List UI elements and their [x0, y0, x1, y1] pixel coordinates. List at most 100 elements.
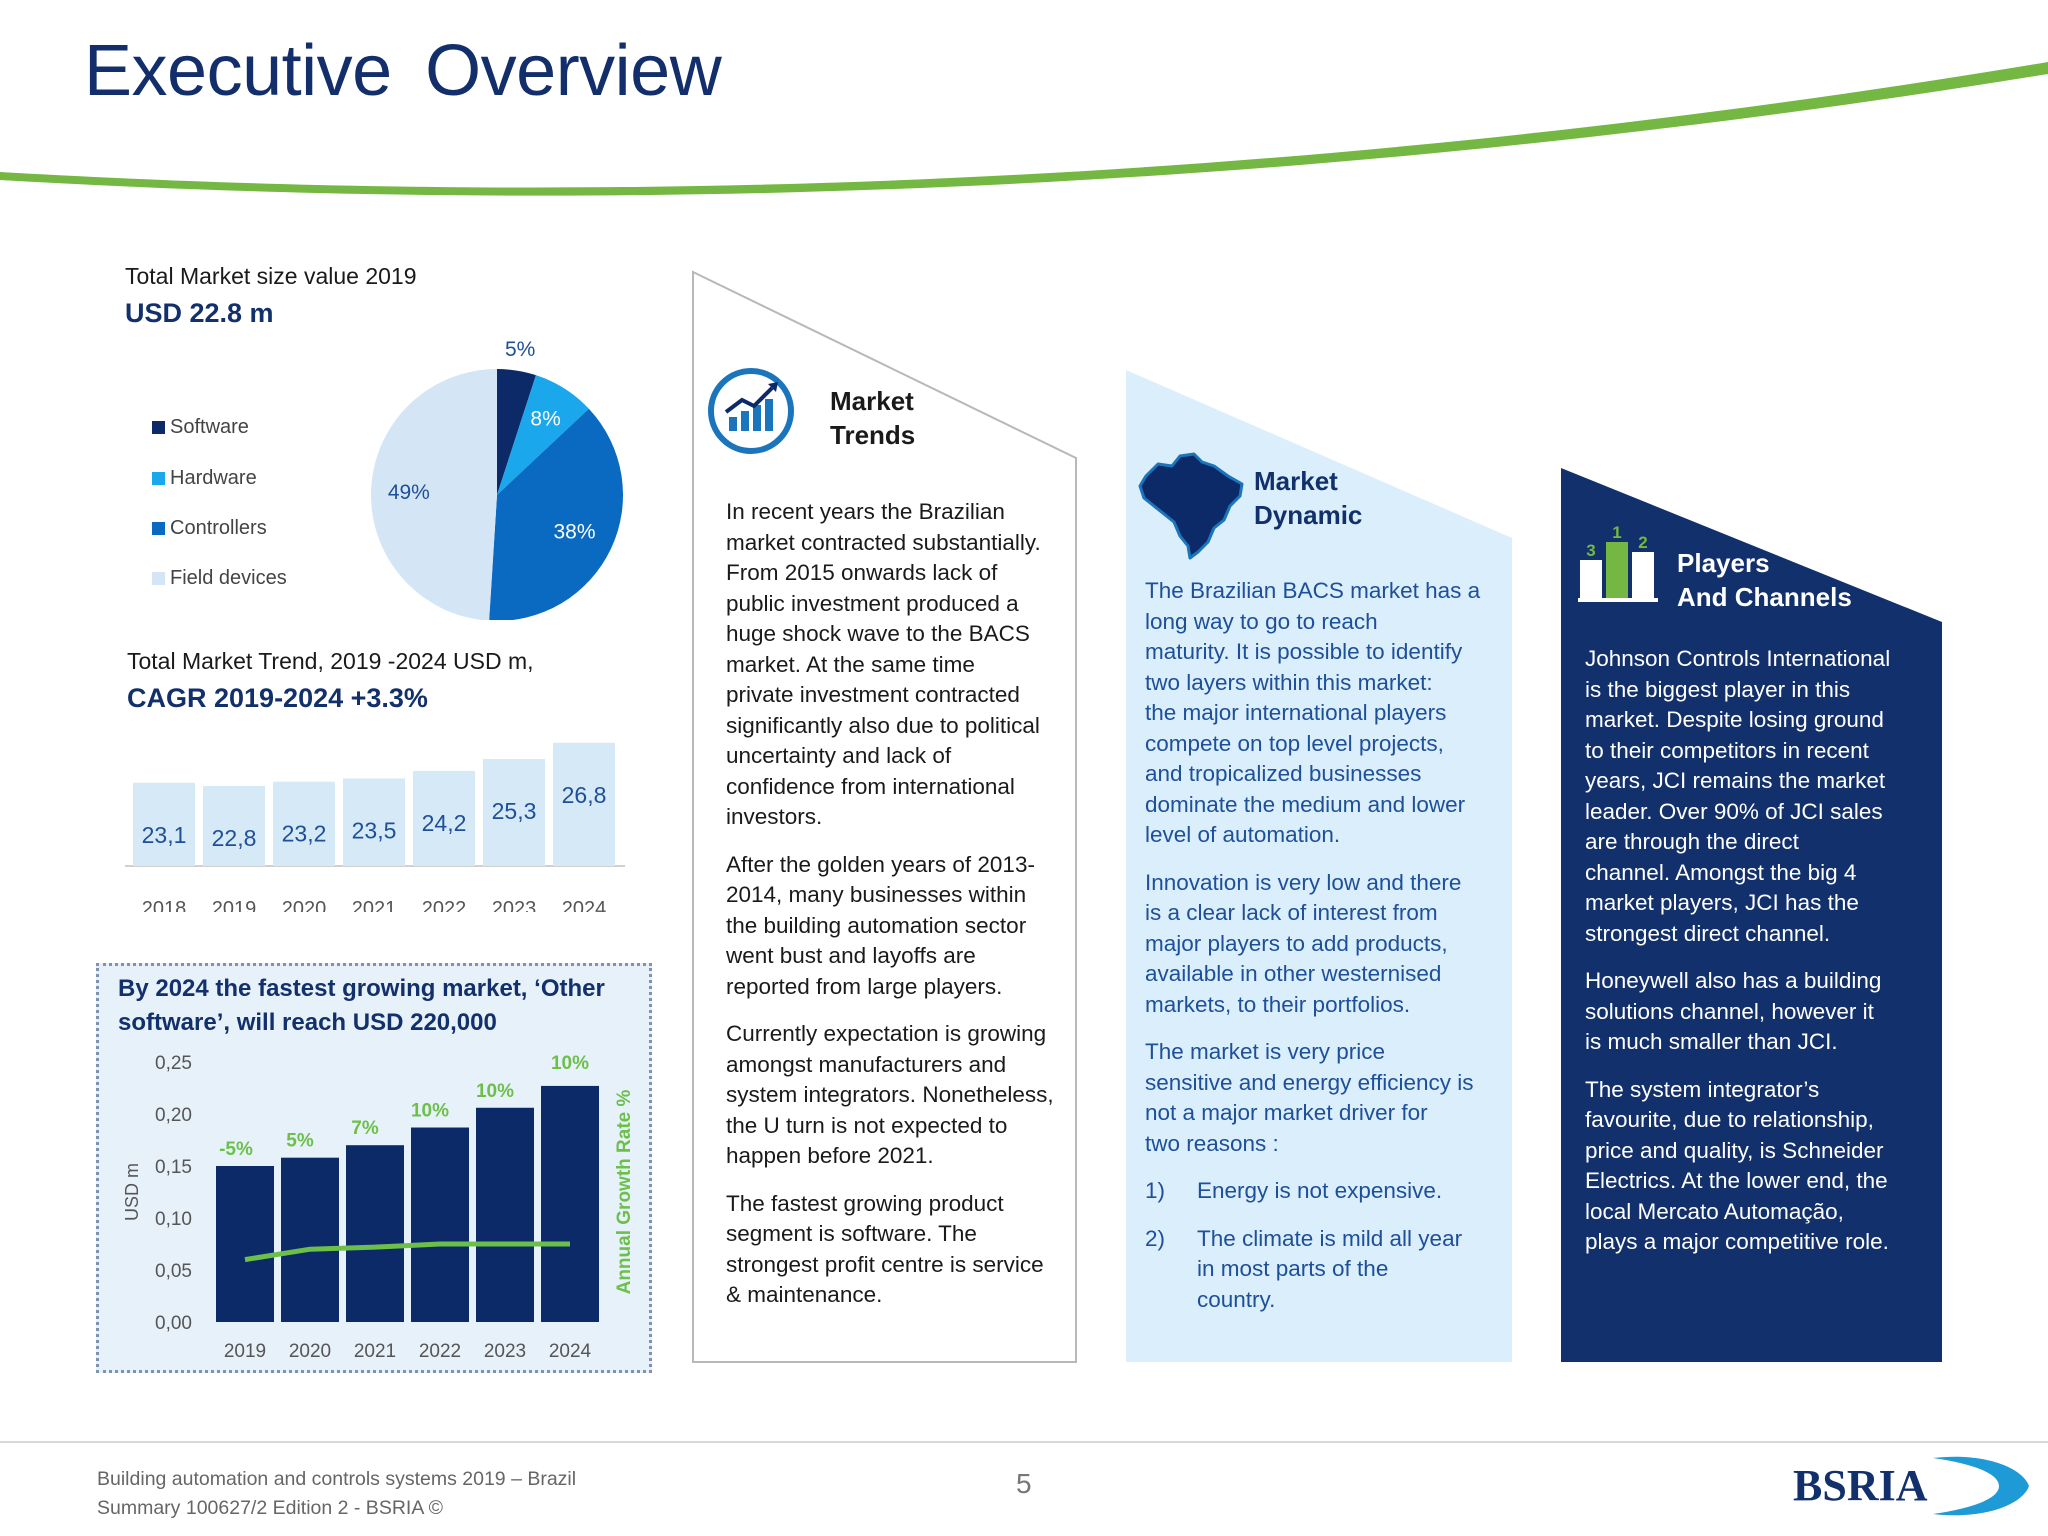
trend-x-tick: 2018 [142, 898, 187, 912]
trend-bar-value: 23,1 [142, 822, 187, 848]
growth-bar [541, 1085, 599, 1322]
trend-bar [343, 778, 405, 866]
growth-x-tick: 2021 [354, 1341, 396, 1362]
growth-callout-heading: By 2024 the fastest growing market, ‘Oth… [118, 975, 605, 1036]
footer-text: Building automation and controls systems… [97, 1468, 577, 1519]
podium-label-1: 1 [1612, 523, 1621, 542]
page-title: Executive Overview [84, 31, 722, 111]
trend-bar [553, 742, 615, 866]
growth-y-tick: 0,10 [155, 1209, 192, 1230]
growth-y-tick: 0,00 [155, 1313, 192, 1334]
growth-bar [411, 1127, 469, 1322]
players-body: Johnson Controls International is the big… [1585, 644, 1940, 1275]
growth-rate-label: -5% [219, 1139, 253, 1160]
podium-icon: 3 1 2 [1578, 523, 1658, 602]
growth-rate-line [244, 1241, 570, 1263]
trends-body: In recent years the Brazilian market cont… [726, 497, 1076, 1328]
legend-field-devices: Field devices [152, 567, 287, 590]
players-panel-shape [1561, 468, 1942, 1362]
market-size-label: Total Market size value 2019 [125, 263, 417, 289]
growth-bar [346, 1145, 404, 1322]
pie-data-label: 5% [505, 338, 535, 361]
trends-heading: Market Trends [830, 386, 916, 450]
trend-bar-value: 22,8 [212, 825, 257, 851]
footer-divider [0, 1441, 2048, 1443]
trend-bar-value: 25,3 [492, 798, 537, 824]
growth-rate-label: 5% [286, 1131, 314, 1152]
growth-bar [476, 1107, 534, 1322]
growth-rate-label: 7% [351, 1118, 379, 1139]
bsria-logo-text: BSRIA [1793, 1461, 1928, 1510]
trend-x-tick: 2019 [212, 898, 257, 912]
podium-label-2: 2 [1638, 533, 1647, 552]
dynamic-heading: Market Dynamic [1254, 466, 1363, 530]
trend-x-tick: 2024 [562, 898, 607, 912]
trend-cagr: CAGR 2019-2024 +3.3% [127, 683, 428, 713]
trends-chart-icon [708, 368, 794, 454]
players-paragraph: Johnson Controls International is the big… [1585, 646, 1891, 946]
legend-hardware: Hardware [152, 467, 257, 490]
pie-slice [497, 369, 536, 495]
growth-x-tick: 2024 [549, 1341, 592, 1362]
players-heading: Players And Channels [1677, 548, 1852, 612]
trend-x-tick: 2021 [352, 898, 397, 912]
growth-bar [216, 1166, 274, 1322]
panel-shapes [692, 270, 1942, 1363]
market-trend-bar-chart: 23,1 2018 22,8 2019 23,2 2020 23,5 2021 24,2 2022… [125, 742, 625, 912]
growth-rate-label: 10% [476, 1081, 514, 1102]
players-paragraph: The system integrator’s favourite, due to… [1585, 1076, 1889, 1255]
dynamic-list-item: 1) Energy is not expensive. [1145, 1178, 1443, 1203]
growth-y-tick: 0,15 [155, 1157, 192, 1178]
dynamic-list-item: 2) The climate is mild all year in most pa… [1145, 1225, 1463, 1312]
growth-rate-label: 10% [551, 1053, 589, 1074]
trends-paragraph: After the golden years of 2013- 2014, man… [726, 851, 1035, 999]
growth-y-axis-label: USD m [122, 1163, 142, 1221]
dynamic-paragraph: The market is very price sensitive and en… [1145, 1039, 1474, 1156]
growth-x-tick: 2022 [419, 1341, 461, 1362]
trend-bar-value: 23,5 [352, 817, 397, 843]
trend-bar [203, 786, 265, 866]
trend-x-tick: 2020 [282, 898, 327, 912]
legend-swatch [152, 421, 165, 434]
growth-bar [281, 1157, 339, 1322]
dynamic-panel-shape [1126, 370, 1512, 1362]
trends-panel-shape [692, 270, 1077, 1363]
trend-bar [483, 758, 545, 866]
trend-bar [273, 781, 335, 866]
growth-y-tick: 0,20 [155, 1105, 192, 1126]
growth-y-tick: 0,05 [155, 1261, 192, 1282]
legend-swatch [152, 472, 165, 485]
legend-controllers: Controllers [152, 517, 267, 540]
players-paragraph: Honeywell also has a building solutions c… [1585, 968, 1882, 1054]
page-number: 5 [1016, 1468, 1032, 1499]
podium-label-3: 3 [1586, 541, 1595, 560]
trend-bar-value: 23,2 [282, 821, 327, 847]
header-swoosh [0, 62, 2048, 196]
pie-data-label: 38% [554, 520, 596, 543]
market-share-pie-chart: 5% 8% 38% 49% [371, 338, 623, 620]
legend-swatch [152, 572, 165, 585]
trend-label: Total Market Trend, 2019 -2024 USD m, [127, 648, 534, 674]
trends-paragraph: Currently expectation is growing amongst … [726, 1021, 1054, 1168]
trend-x-tick: 2022 [422, 898, 467, 912]
dynamic-paragraph: The Brazilian BACS market has a long way … [1145, 578, 1481, 847]
trend-bar-value: 26,8 [562, 782, 607, 808]
bsria-logo: BSRIA [1793, 1456, 2029, 1516]
trend-x-tick: 2023 [492, 898, 537, 912]
growth-y-tick: 0,25 [155, 1053, 192, 1074]
pie-data-label: 49% [388, 481, 430, 504]
growth-x-tick: 2020 [289, 1341, 331, 1362]
pie-data-label: 8% [530, 407, 560, 430]
growth-y2-axis-label: Annual Growth Rate % [614, 1090, 635, 1295]
growth-x-tick: 2019 [224, 1341, 266, 1362]
market-size-value: USD 22.8 m [125, 298, 274, 328]
growth-x-tick: 2023 [484, 1341, 526, 1362]
software-growth-chart: 0,25 0,20 0,15 0,10 0,05 0,00 USD m Annual Grow… [122, 1053, 635, 1362]
dynamic-paragraph: Innovation is very low and there is a cle… [1145, 869, 1462, 1017]
trend-bar-value: 24,2 [422, 810, 467, 836]
legend-swatch [152, 522, 165, 535]
legend-software: Software [152, 416, 249, 439]
trends-paragraph: In recent years the Brazilian market cont… [726, 499, 1041, 829]
pie-slice [489, 408, 623, 620]
growth-rate-label: 10% [411, 1101, 449, 1122]
